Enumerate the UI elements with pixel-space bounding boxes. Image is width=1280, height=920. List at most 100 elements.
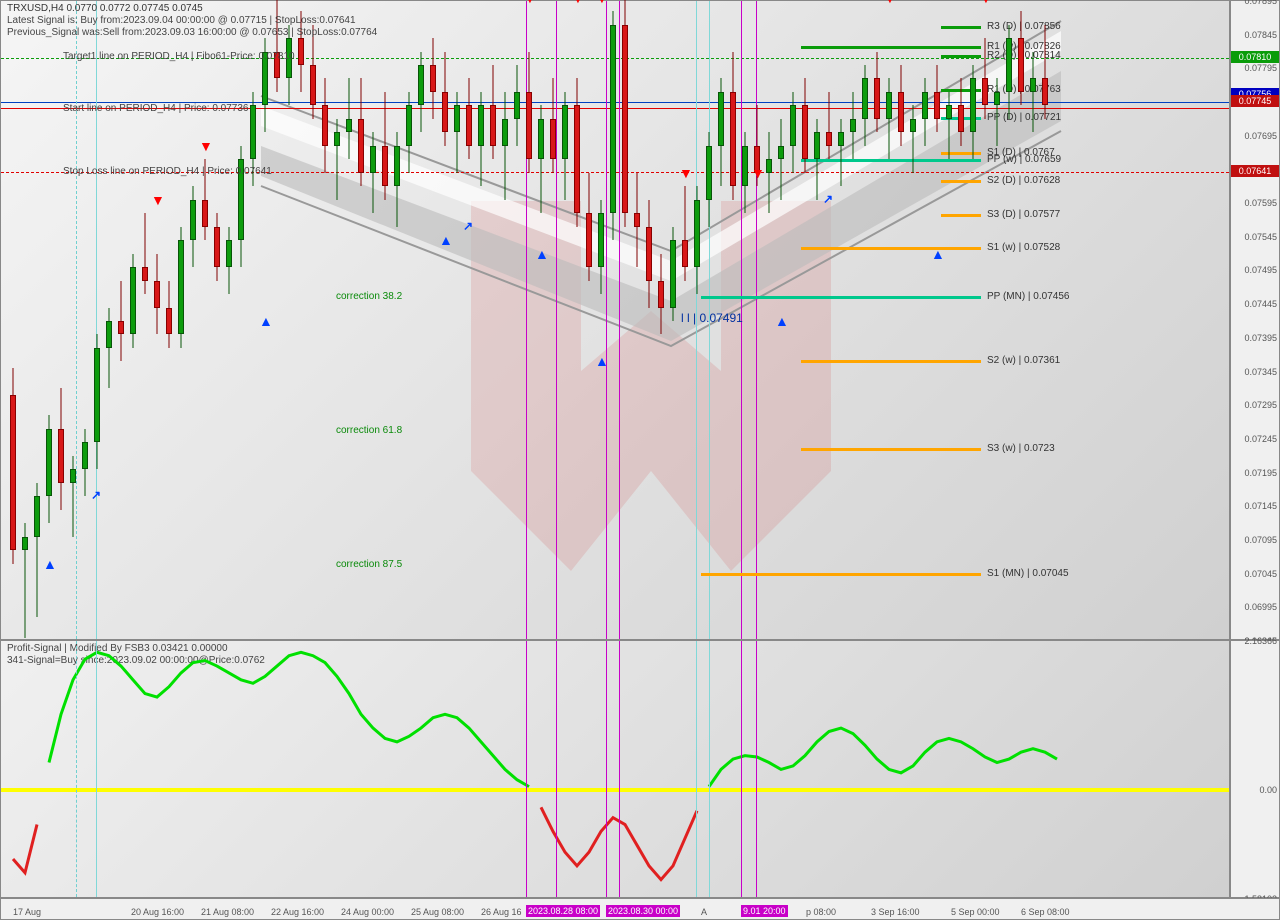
y-tick: 0.07395 [1244,333,1277,343]
candle [837,1,845,641]
candle [477,1,485,641]
candle [1005,1,1013,641]
signal-arrow-icon: ↗ [823,192,833,206]
candle [201,1,209,641]
y-tick: 0.07695 [1244,131,1277,141]
candle [453,1,461,641]
candle [861,1,869,641]
signal-arrow-icon: ↗ [91,488,101,502]
candle [429,1,437,641]
y-tick: 0.06995 [1244,602,1277,612]
price-tag: 0.07810 [1231,51,1279,63]
candle [645,1,653,641]
price-tag: 0.07641 [1231,165,1279,177]
candle [9,1,17,641]
candle [1029,1,1037,641]
signal-arrow-icon: ▲ [931,246,945,262]
y-tick: 0.07245 [1244,434,1277,444]
y-tick: 0.07495 [1244,265,1277,275]
signal-arrow-icon: ▼ [979,0,993,6]
signal-arrow-icon: ▲ [439,232,453,248]
candle [321,1,329,641]
signal-arrow-icon: ▲ [775,313,789,329]
y-tick: 0.07595 [1244,198,1277,208]
time-label: 5 Sep 00:00 [951,907,1000,917]
candle [225,1,233,641]
signal-arrow-icon: ▼ [751,165,765,181]
candle [573,1,581,641]
start-line-label: Start line on PERIOD_H4 | Price: 0.07736 [63,103,248,114]
candle [873,1,881,641]
y-tick: 2.16366 [1244,636,1277,646]
candle [753,1,761,641]
candle [489,1,497,641]
candle [993,1,1001,641]
candle [957,1,965,641]
main-price-panel[interactable]: R3 (D) | 0.07856R1 (w) | 0.07826R2 (D) |… [0,0,1230,640]
time-label: 24 Aug 00:00 [341,907,394,917]
candle [561,1,569,641]
candle [801,1,809,641]
y-tick: 0.07095 [1244,535,1277,545]
candle [537,1,545,641]
vertical-line [526,641,527,897]
signal-arrow-icon: ▲ [595,353,609,369]
vertical-line [556,641,557,897]
time-label: 26 Aug 16 [481,907,522,917]
y-axis-indicator: 2.163660.00-1.58102 [1230,640,1280,898]
candle [153,1,161,641]
signal-arrow-icon: ▲ [535,246,549,262]
candle [789,1,797,641]
time-label: 22 Aug 16:00 [271,907,324,917]
y-tick: 0.07845 [1244,30,1277,40]
candle [273,1,281,641]
candle [141,1,149,641]
candle [933,1,941,641]
y-tick: 0.07045 [1244,569,1277,579]
candle [597,1,605,641]
time-label: 21 Aug 08:00 [201,907,254,917]
candle [585,1,593,641]
vertical-line [756,641,757,897]
y-tick: 0.00 [1259,785,1277,795]
vertical-line [696,641,697,897]
candle [909,1,917,641]
candle [1017,1,1025,641]
vertical-line [619,641,620,897]
y-tick: 0.07145 [1244,501,1277,511]
candle [981,1,989,641]
candle [441,1,449,641]
candle [825,1,833,641]
candle [237,1,245,641]
vertical-line [76,641,77,897]
indicator-panel[interactable]: Profit-Signal | Modified By FSB3 0.03421… [0,640,1230,898]
candle [333,1,341,641]
time-label: 2023.08.28 08:00 [526,905,600,917]
time-label: 2023.08.30 00:00 [606,905,680,917]
signal-arrow-icon: ▼ [523,0,537,6]
candle [345,1,353,641]
time-label: 3 Sep 16:00 [871,907,920,917]
candle [285,1,293,641]
vertical-line [741,641,742,897]
correction-382: correction 38.2 [336,291,402,302]
candle [393,1,401,641]
candle [69,1,77,641]
candle [945,1,953,641]
signal-arrow-icon: ▼ [679,165,693,181]
time-axis: 17 Aug20 Aug 16:0021 Aug 08:0022 Aug 16:… [0,898,1280,920]
lll-label: l l | 0.07491 [681,311,743,325]
candle [417,1,425,641]
signal-arrow-icon: ▼ [595,0,609,6]
vertical-line [606,1,607,639]
candle [21,1,29,641]
candle [213,1,221,641]
y-axis-main: 0.078950.078450.077950.077450.076950.076… [1230,0,1280,640]
candle [669,1,677,641]
candle [405,1,413,641]
candle [165,1,173,641]
candle [81,1,89,641]
y-tick: 0.07445 [1244,299,1277,309]
vertical-line [709,641,710,897]
y-tick: 0.07545 [1244,232,1277,242]
